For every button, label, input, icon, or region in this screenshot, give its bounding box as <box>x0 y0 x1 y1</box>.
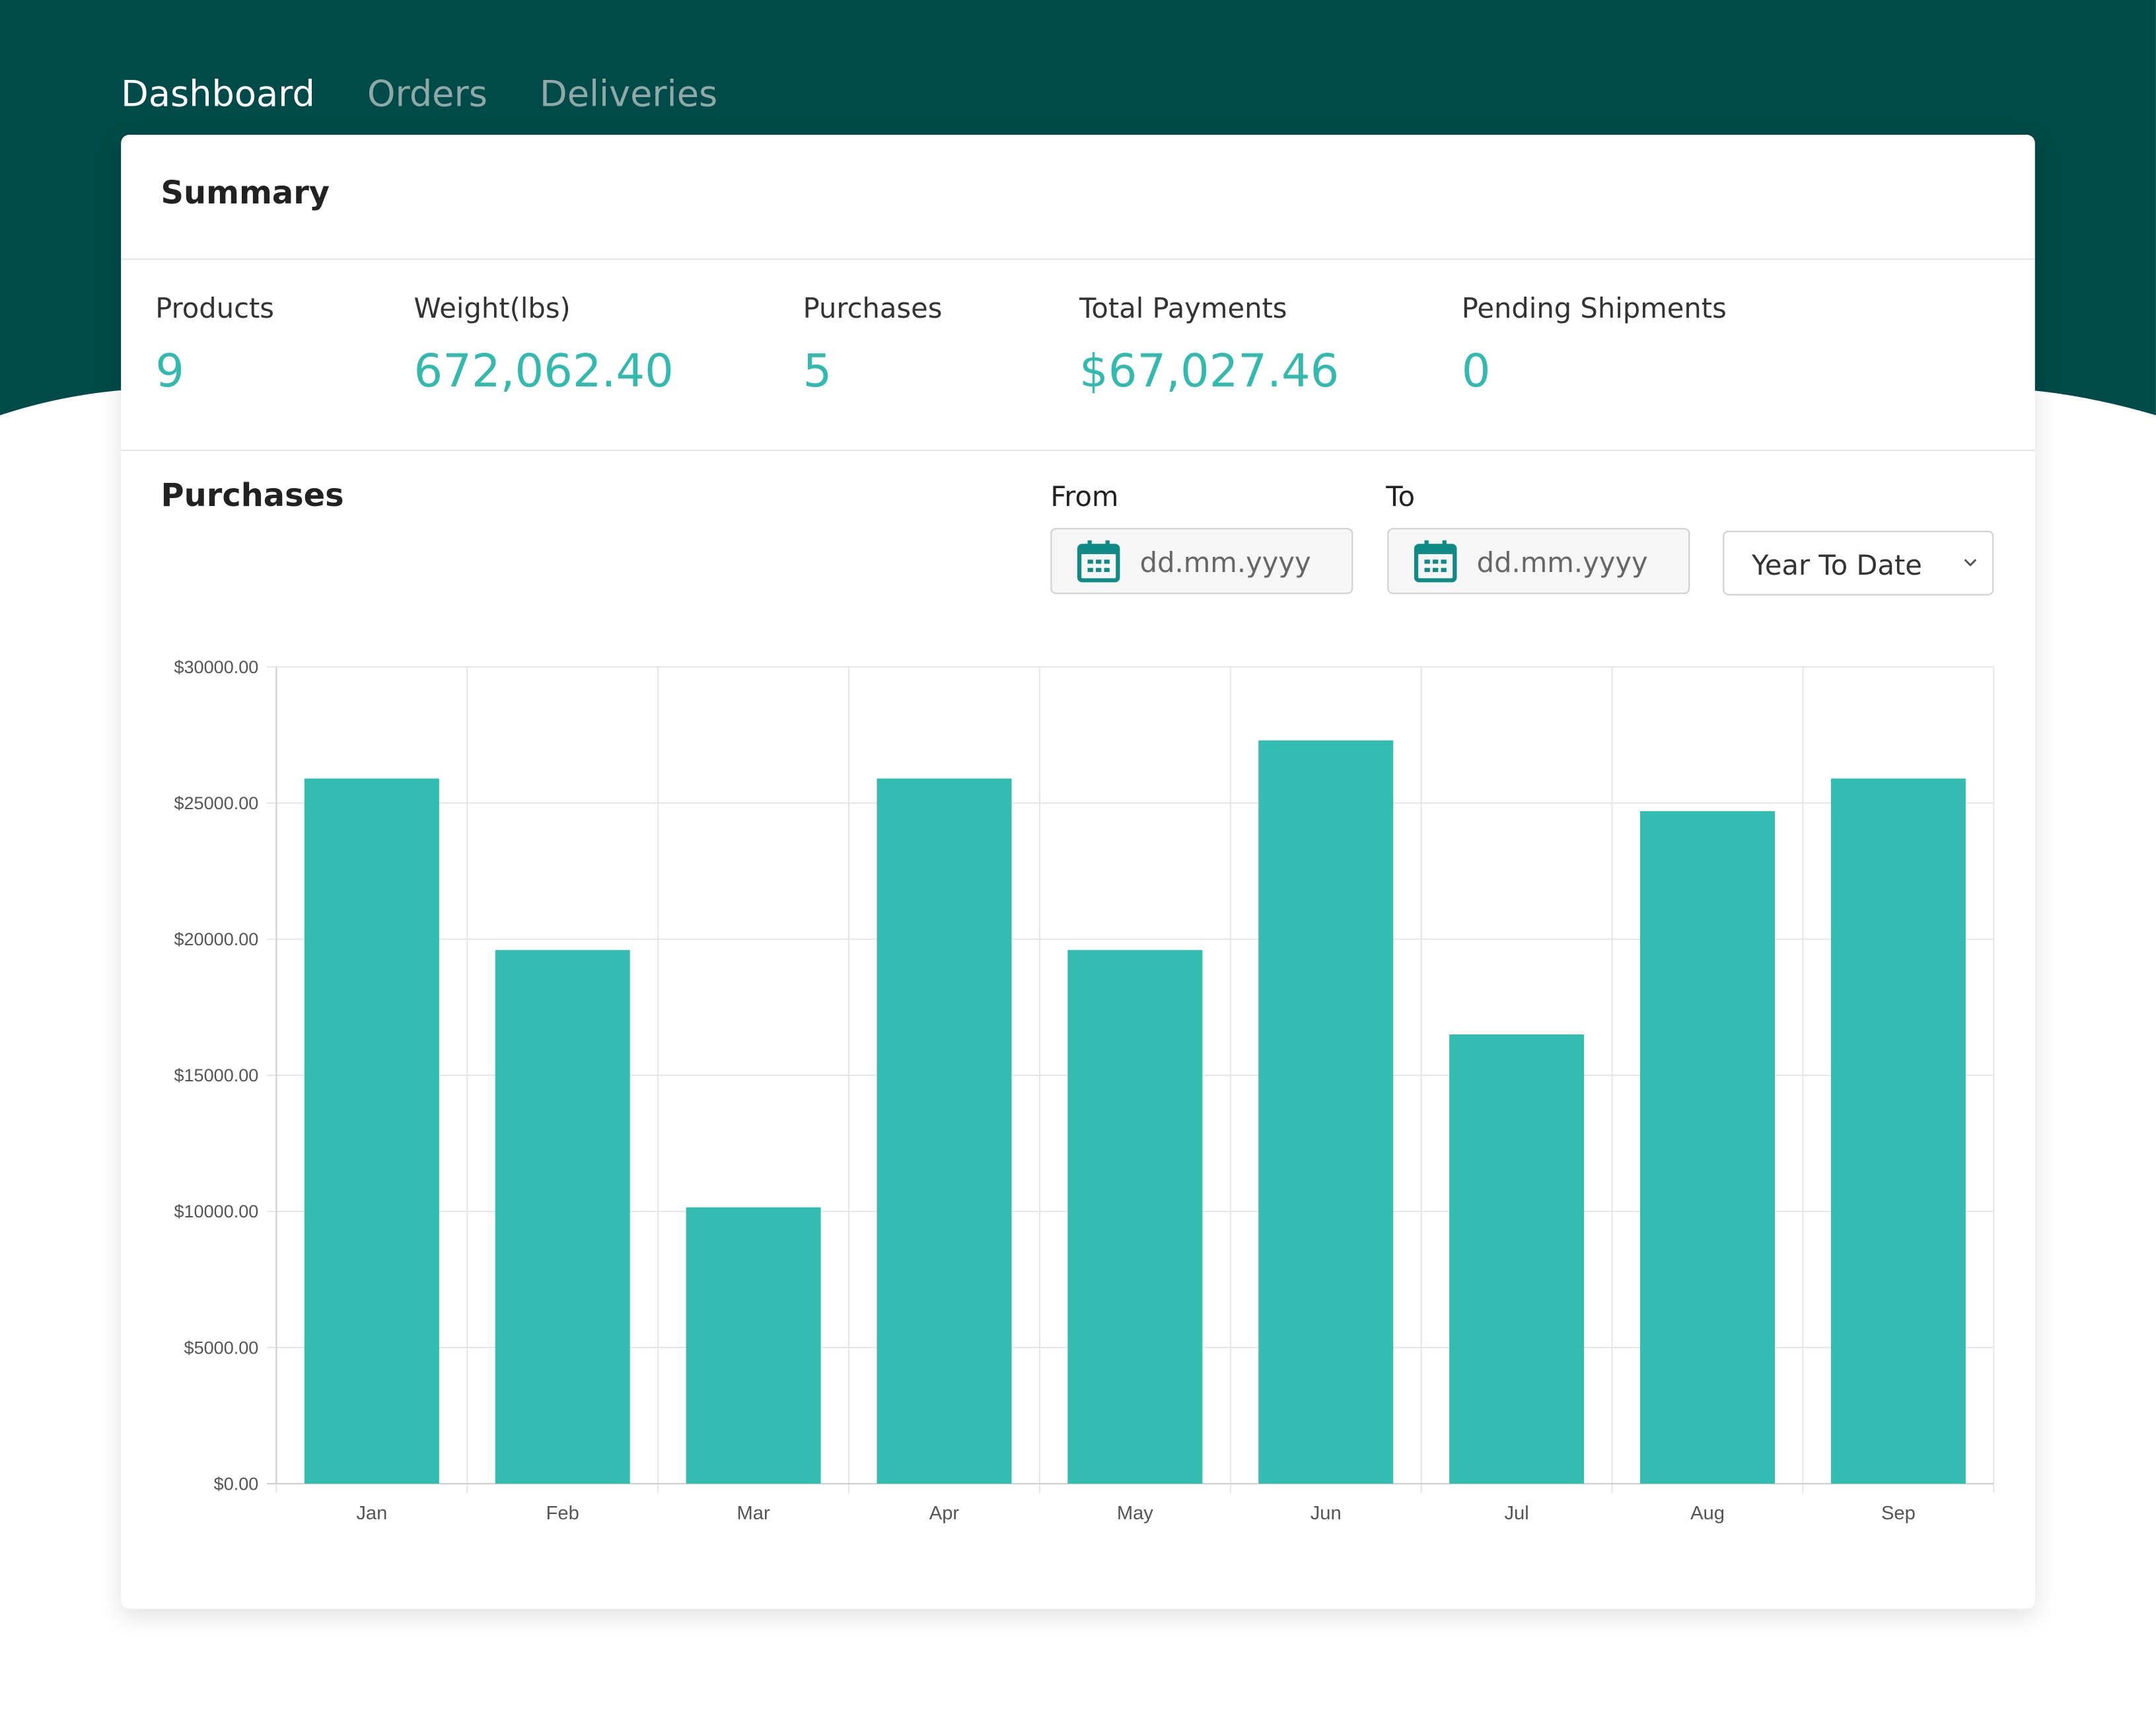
bar-jul <box>1449 1034 1585 1484</box>
bar-jun <box>1258 740 1394 1484</box>
bar-aug <box>1640 811 1775 1484</box>
y-tick-label: $20000.00 <box>174 929 258 949</box>
stat-label: Total Payments <box>1079 291 1287 325</box>
bar-sep <box>1830 778 1966 1484</box>
to-label: To <box>1386 480 1416 513</box>
y-tick-label: $30000.00 <box>174 657 258 677</box>
y-tick-label: $5000.00 <box>184 1338 259 1357</box>
stat-value: 672,062.40 <box>413 343 674 398</box>
y-tick-label: $0.00 <box>214 1474 259 1494</box>
stat-weight: Weight(lbs) 672,062.40 <box>414 291 674 397</box>
stat-value: $67,027.46 <box>1079 343 1340 398</box>
x-tick-label: Sep <box>1881 1503 1916 1524</box>
stat-label: Products <box>155 291 274 325</box>
tab-orders[interactable]: Orders <box>367 74 487 116</box>
purchases-title: Purchases <box>161 478 344 515</box>
y-tick-label: $10000.00 <box>174 1202 258 1221</box>
y-tick-label: $15000.00 <box>174 1065 258 1085</box>
dashboard-card: Summary Products 9 Weight(lbs) 672,062.4… <box>121 134 2035 1609</box>
stats-divider <box>121 449 2035 451</box>
chevron-down-icon <box>1964 559 1977 567</box>
bar-jan <box>304 778 439 1484</box>
stat-products: Products 9 <box>155 291 274 397</box>
y-tick-label: $25000.00 <box>174 793 258 813</box>
purchases-bar-chart: $0.00 $5000.00 $10000.00 $15000.00 $20000.00… <box>174 657 1995 1524</box>
date-range-select[interactable]: Year To Date <box>1723 530 1994 596</box>
x-tick-label: Feb <box>546 1503 579 1524</box>
stat-total-payments: Total Payments $67,027.46 <box>1079 291 1339 397</box>
to-date-placeholder: dd.mm.yyyy <box>1476 546 1648 579</box>
stat-value: 5 <box>803 343 832 398</box>
bar-feb <box>495 950 630 1484</box>
stat-label: Purchases <box>803 291 943 325</box>
to-date-input[interactable]: dd.mm.yyyy <box>1387 528 1690 595</box>
calendar-icon <box>1414 540 1457 583</box>
tab-deliveries[interactable]: Deliveries <box>540 74 718 116</box>
x-tick-label: Jul <box>1505 1503 1529 1524</box>
stat-label: Pending Shipments <box>1461 291 1727 325</box>
stat-value: 9 <box>155 343 184 398</box>
x-tick-label: Mar <box>737 1503 770 1524</box>
x-tick-label: Jan <box>356 1503 387 1524</box>
summary-divider <box>121 258 2035 260</box>
bar-may <box>1067 950 1203 1484</box>
calendar-icon <box>1077 540 1120 583</box>
from-date-placeholder: dd.mm.yyyy <box>1139 546 1311 579</box>
x-tick-label: Aug <box>1690 1503 1725 1524</box>
stat-pending-shipments: Pending Shipments 0 <box>1462 291 1727 397</box>
tab-dashboard[interactable]: Dashboard <box>121 74 315 116</box>
x-tick-label: Jun <box>1311 1503 1342 1524</box>
x-tick-label: May <box>1117 1503 1153 1524</box>
stat-value: 0 <box>1461 343 1491 398</box>
x-tick-label: Apr <box>929 1503 960 1524</box>
bar-apr <box>877 778 1012 1484</box>
summary-title: Summary <box>161 176 330 212</box>
from-label: From <box>1050 480 1119 513</box>
date-range-value: Year To Date <box>1751 548 1922 582</box>
stat-purchases: Purchases 5 <box>803 291 943 397</box>
from-date-input[interactable]: dd.mm.yyyy <box>1050 528 1353 595</box>
top-nav: Dashboard Orders Deliveries <box>121 74 717 115</box>
stat-label: Weight(lbs) <box>413 291 571 325</box>
bar-mar <box>686 1207 821 1484</box>
